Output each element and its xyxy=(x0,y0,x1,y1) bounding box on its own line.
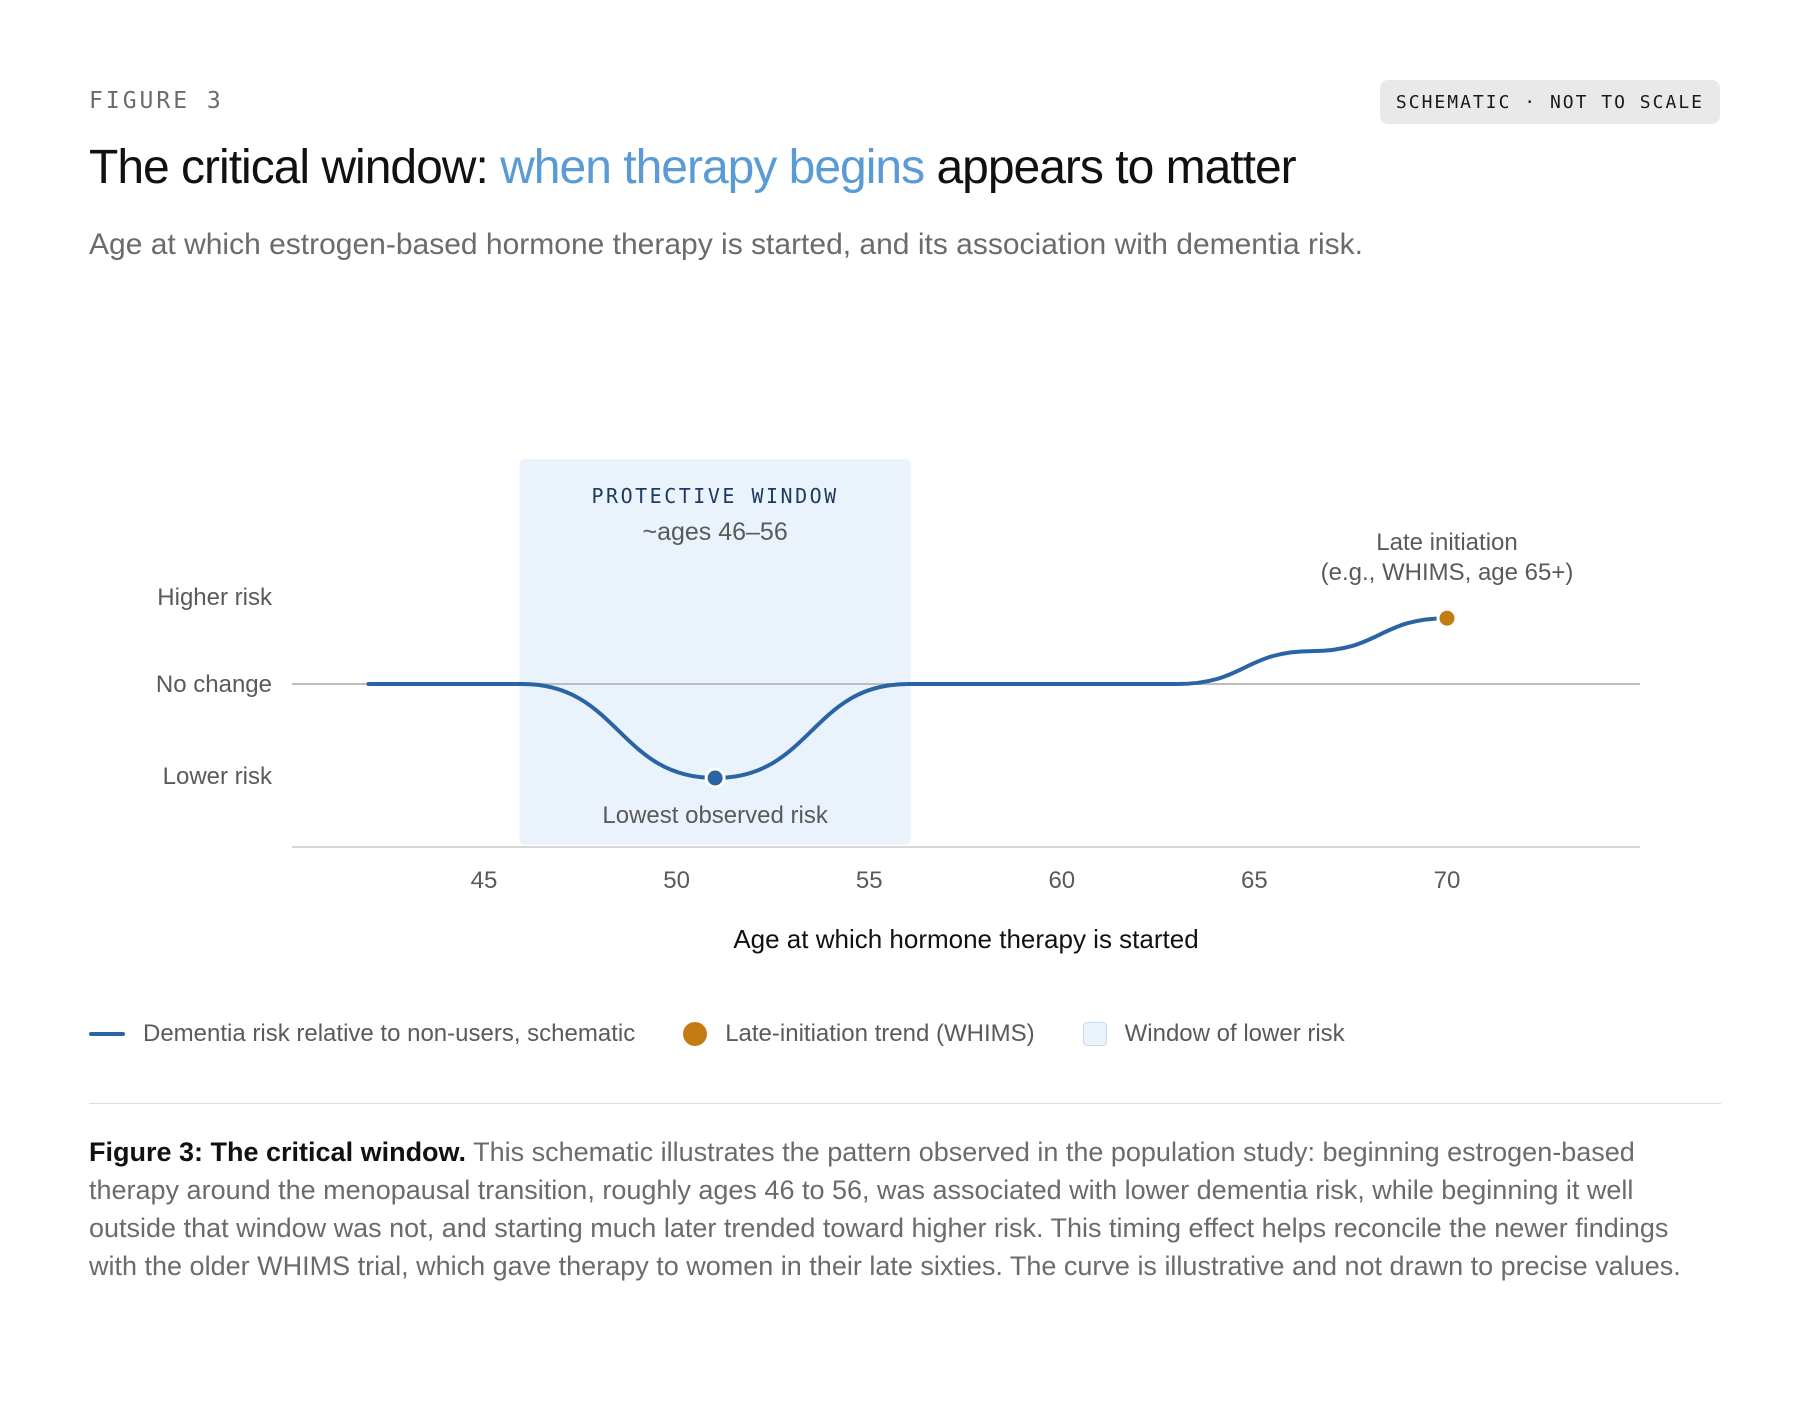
late-initiation-sublabel: (e.g., WHIMS, age 65+) xyxy=(1321,559,1574,586)
x-axis-ticks: 45 50 55 60 65 70 xyxy=(471,867,1461,894)
late-initiation-point xyxy=(1436,607,1458,629)
caption-body: This schematic illustrates the pattern o… xyxy=(89,1137,1681,1281)
page-subtitle: Age at which estrogen-based hormone ther… xyxy=(89,228,1364,261)
title-suffix: appears to matter xyxy=(924,141,1296,194)
title-prefix: The critical window: xyxy=(89,141,501,194)
risk-chart: PROTECTIVE WINDOW ~ages 46–56 Higher ris… xyxy=(156,459,1640,954)
legend-dot-swatch xyxy=(683,1022,708,1046)
x-tick-label: 65 xyxy=(1241,867,1268,894)
late-initiation-label: Late initiation xyxy=(1376,529,1517,556)
y-label-higher-risk: Higher risk xyxy=(157,584,273,611)
x-tick-label: 50 xyxy=(663,867,690,894)
series-line-dementia-risk xyxy=(366,616,1449,781)
y-label-no-change: No change xyxy=(156,671,272,698)
legend-line-swatch xyxy=(89,1032,125,1036)
caption-title: Figure 3: The critical window. xyxy=(89,1137,467,1167)
schematic-badge: SCHEMATIC · NOT TO SCALE xyxy=(1379,80,1720,124)
legend-item-window: Window of lower risk xyxy=(1082,1020,1345,1048)
chart-legend: Dementia risk relative to non-users, sch… xyxy=(89,1020,1393,1048)
legend-item-risk-line: Dementia risk relative to non-users, sch… xyxy=(89,1020,635,1048)
x-axis-label: Age at which hormone therapy is started xyxy=(733,924,1198,954)
figure-label: FIGURE 3 xyxy=(89,88,224,114)
x-tick-label: 60 xyxy=(1048,867,1075,894)
legend-label-window: Window of lower risk xyxy=(1124,1020,1345,1047)
x-tick-label: 45 xyxy=(471,867,498,894)
legend-label-late-initiation: Late-initiation trend (WHIMS) xyxy=(725,1020,1035,1047)
x-tick-label: 70 xyxy=(1434,867,1461,894)
protective-window-title: PROTECTIVE WINDOW xyxy=(592,484,839,508)
lowest-risk-label: Lowest observed risk xyxy=(602,802,828,829)
lowest-risk-point xyxy=(704,767,726,789)
title-accent: when therapy begins xyxy=(500,141,925,194)
figure-caption: Figure 3: The critical window. This sche… xyxy=(89,1133,1721,1285)
protective-window-range: ~ages 46–56 xyxy=(642,518,787,546)
caption-divider xyxy=(89,1103,1721,1104)
legend-label-risk-line: Dementia risk relative to non-users, sch… xyxy=(143,1020,636,1047)
x-tick-label: 55 xyxy=(856,867,883,894)
legend-box-swatch xyxy=(1082,1022,1107,1046)
legend-item-late-initiation: Late-initiation trend (WHIMS) xyxy=(683,1020,1035,1048)
protective-window-band xyxy=(519,459,911,845)
page-title: The critical window: when therapy begins… xyxy=(89,140,1297,195)
y-label-lower-risk: Lower risk xyxy=(163,763,273,790)
